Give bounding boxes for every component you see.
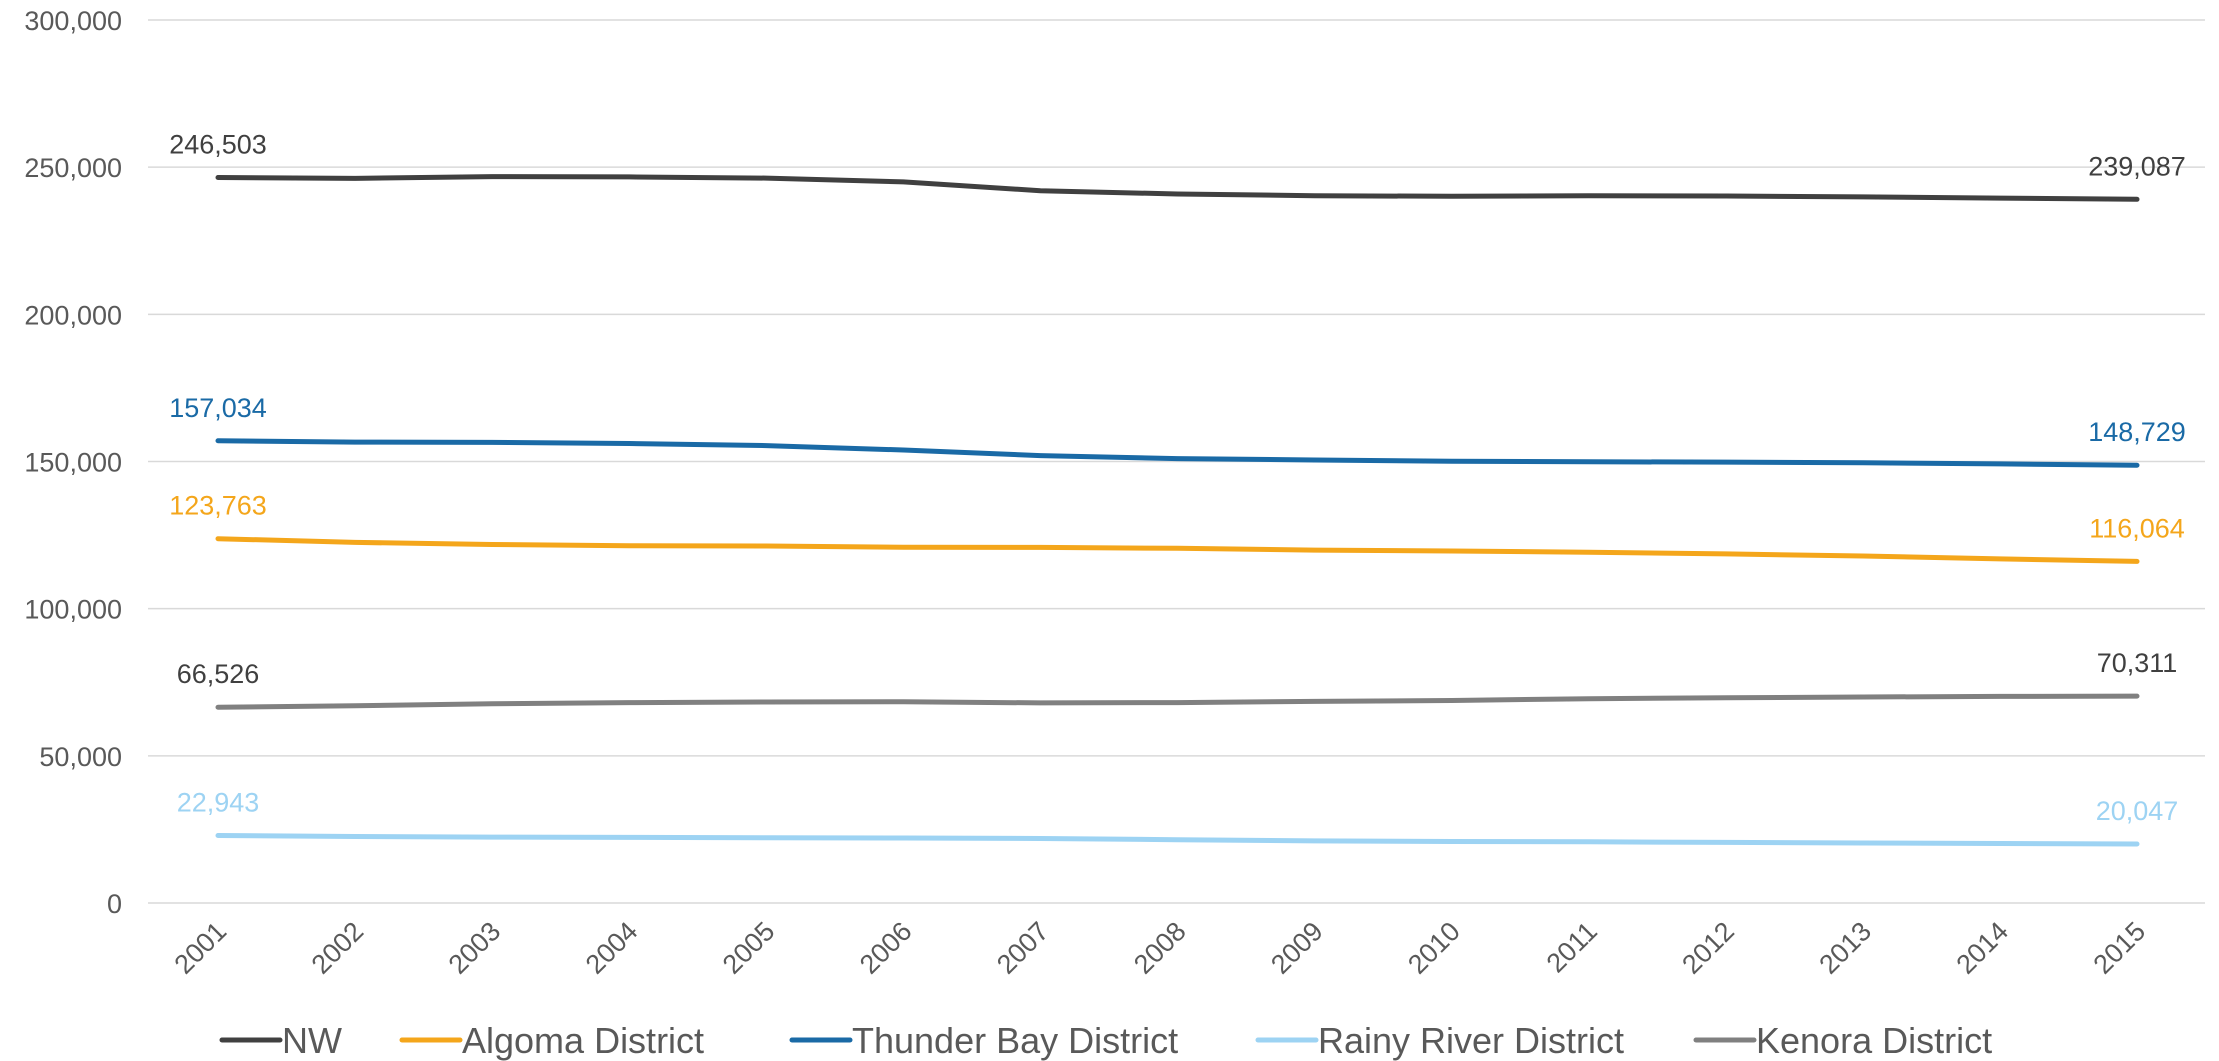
data-label-last: 20,047 [2096, 796, 2179, 826]
legend-label: Algoma District [462, 1020, 704, 1061]
x-tick-label: 2011 [1541, 916, 1603, 978]
data-label-first: 66,526 [177, 659, 260, 689]
x-tick-label: 2004 [580, 916, 644, 980]
x-axis: 2001 2002 2003 2004 2005 2006 2007 2008 2009 2010… [169, 916, 2152, 980]
x-tick-label: 2008 [1128, 916, 1192, 980]
series-line-thunder-bay-district [215, 438, 2140, 468]
y-tick-label: 300,000 [24, 6, 122, 36]
y-tick-label: 200,000 [24, 300, 122, 330]
legend-label: Kenora District [1756, 1020, 1992, 1061]
x-tick-label: 2005 [717, 916, 781, 980]
x-tick-label: 2003 [443, 916, 507, 980]
x-tick-label: 2013 [1813, 916, 1877, 980]
data-labels: 246,503 239,087 123,763 116,064 157,034 148,7… [169, 129, 2186, 826]
x-tick-label: 2002 [306, 916, 370, 980]
y-tick-label: 100,000 [24, 595, 122, 625]
y-tick-label: 250,000 [24, 153, 122, 183]
x-tick-label: 2001 [169, 916, 233, 980]
x-tick-label: 2009 [1265, 916, 1329, 980]
series-lines [215, 174, 2140, 847]
y-tick-label: 0 [107, 889, 122, 919]
data-label-last: 239,087 [2088, 151, 2186, 181]
y-tick-label: 150,000 [24, 448, 122, 478]
data-label-first: 22,943 [177, 787, 260, 817]
data-label-first: 246,503 [169, 129, 267, 159]
series-line-kenora-district [215, 693, 2140, 710]
x-tick-label: 2012 [1676, 916, 1740, 980]
legend: NW Algoma District Thunder Bay District Rai… [219, 1020, 1992, 1061]
x-tick-label: 2015 [2088, 916, 2152, 980]
data-label-last: 116,064 [2089, 513, 2185, 543]
series-line-nw [215, 174, 2140, 202]
x-tick-label: 2007 [991, 916, 1055, 980]
legend-label: Rainy River District [1318, 1020, 1624, 1061]
x-tick-label: 2006 [854, 916, 918, 980]
x-tick-label: 2010 [1402, 916, 1466, 980]
data-label-last: 70,311 [2097, 648, 2178, 678]
data-label-first: 157,034 [169, 393, 267, 423]
data-label-last: 148,729 [2088, 417, 2186, 447]
legend-label: Thunder Bay District [852, 1020, 1178, 1061]
series-line-rainy-river-district [215, 833, 2140, 847]
gridlines [148, 19, 2205, 904]
legend-label: NW [282, 1020, 342, 1061]
series-line-algoma-district [215, 536, 2140, 564]
x-tick-label: 2014 [1950, 916, 2014, 980]
y-axis: 0 50,000 100,000 150,000 200,000 250,000 300,0… [24, 6, 122, 919]
y-tick-label: 50,000 [39, 742, 122, 772]
data-label-first: 123,763 [169, 491, 267, 521]
